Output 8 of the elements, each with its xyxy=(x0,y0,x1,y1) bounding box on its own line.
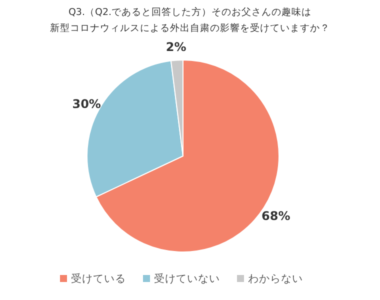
chart-title: Q3.（Q2.であると回答した方）そのお父さんの趣味は xyxy=(68,6,312,18)
data-label: 30% xyxy=(72,97,101,112)
chart-subtitle: 新型コロナウィルスによる外出自粛の影響を受けていますか？ xyxy=(50,22,330,34)
legend-label: 受けている xyxy=(71,272,126,285)
legend-label: 受けていない xyxy=(154,272,220,285)
legend-label: わからない xyxy=(248,273,303,285)
data-label: 68% xyxy=(262,208,290,223)
data-label: 2% xyxy=(166,40,186,54)
